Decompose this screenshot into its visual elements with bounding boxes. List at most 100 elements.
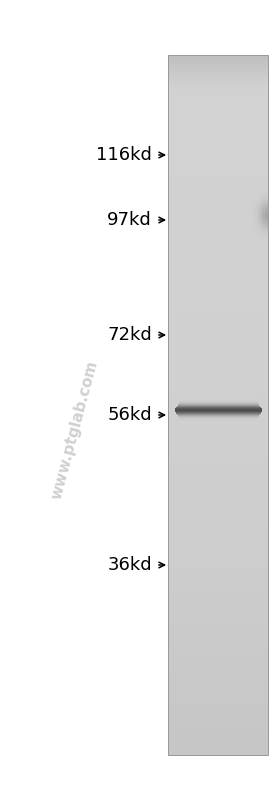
Bar (261, 209, 262, 211)
Bar (168, 507, 268, 509)
Bar (259, 198, 260, 199)
Bar (254, 202, 255, 203)
Bar (254, 217, 255, 218)
Bar (267, 225, 268, 226)
Bar (258, 240, 259, 241)
Bar (251, 225, 252, 226)
Bar (252, 236, 253, 237)
Bar (248, 218, 249, 220)
Bar (260, 207, 261, 209)
Bar (256, 202, 258, 203)
Bar (253, 220, 254, 221)
Bar (249, 190, 251, 191)
Bar (263, 225, 265, 226)
Bar (266, 227, 267, 228)
Bar (168, 81, 268, 84)
Bar (263, 188, 265, 189)
Bar (267, 231, 268, 232)
Bar (249, 234, 251, 235)
Bar (259, 237, 260, 239)
Bar (253, 215, 254, 216)
Bar (254, 239, 255, 240)
Bar (249, 227, 251, 228)
Bar (261, 228, 262, 229)
Bar (266, 233, 267, 234)
Bar (249, 202, 251, 203)
Bar (168, 666, 268, 668)
Bar (245, 198, 246, 199)
Bar (252, 219, 253, 220)
Bar (168, 251, 268, 253)
Bar (246, 209, 247, 210)
Bar (168, 204, 268, 206)
Bar (265, 221, 266, 222)
Bar (252, 198, 253, 200)
Bar (266, 240, 267, 241)
Bar (267, 240, 268, 241)
Bar (246, 235, 247, 236)
Bar (247, 201, 248, 202)
Bar (248, 221, 249, 223)
Bar (261, 207, 262, 209)
Bar (265, 242, 266, 243)
Bar (168, 129, 268, 131)
Bar (258, 235, 259, 236)
Bar (261, 197, 262, 198)
Bar (168, 633, 268, 634)
Bar (261, 194, 262, 195)
Bar (248, 205, 249, 207)
Bar (251, 240, 252, 241)
Bar (256, 227, 258, 228)
Bar (262, 223, 263, 225)
Bar (260, 193, 261, 194)
Bar (259, 227, 260, 229)
Bar (251, 223, 252, 224)
Bar (265, 194, 266, 195)
Bar (254, 240, 255, 242)
Bar (248, 216, 249, 217)
Bar (168, 141, 268, 143)
Bar (258, 201, 259, 202)
Bar (256, 231, 258, 232)
Bar (265, 198, 266, 200)
Bar (265, 232, 266, 233)
Bar (261, 211, 262, 213)
Bar (261, 199, 262, 200)
Bar (168, 517, 268, 519)
Bar (265, 204, 266, 205)
Bar (246, 203, 247, 204)
Bar (260, 195, 261, 197)
Bar (248, 231, 249, 232)
Bar (246, 218, 247, 220)
Bar (168, 123, 268, 125)
Bar (168, 477, 268, 479)
Bar (168, 599, 268, 602)
Bar (253, 220, 254, 221)
Bar (255, 198, 256, 199)
Bar (263, 238, 265, 239)
Bar (267, 226, 268, 227)
Bar (168, 687, 268, 689)
Bar (249, 201, 251, 202)
Bar (247, 219, 248, 220)
Bar (168, 292, 268, 293)
Bar (267, 241, 268, 242)
Bar (245, 225, 246, 226)
Bar (248, 219, 249, 220)
Bar (168, 748, 268, 750)
Bar (248, 192, 249, 193)
Bar (266, 204, 267, 205)
Bar (168, 169, 268, 171)
Bar (267, 191, 268, 193)
Bar (168, 424, 268, 427)
Bar (252, 240, 253, 241)
Bar (254, 238, 255, 239)
Bar (256, 218, 258, 219)
Bar (251, 232, 252, 233)
Bar (247, 202, 248, 204)
Bar (245, 207, 246, 209)
Bar (260, 211, 261, 213)
Bar (258, 191, 259, 192)
Bar (253, 242, 254, 243)
Bar (168, 548, 268, 551)
